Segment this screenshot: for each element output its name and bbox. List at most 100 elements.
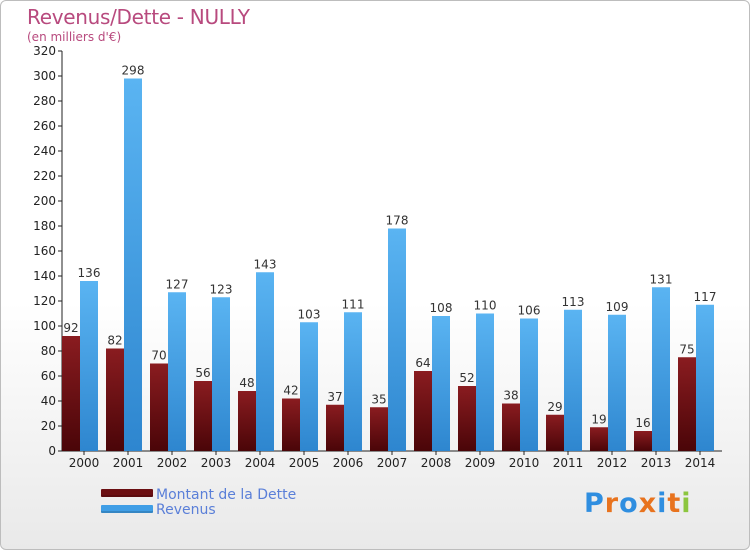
data-label-revenus: 110 — [474, 299, 497, 313]
bar-dette — [370, 407, 388, 451]
y-tick-label: 100 — [33, 319, 56, 333]
data-label-dette: 70 — [151, 349, 166, 363]
y-tick-label: 240 — [33, 144, 56, 158]
bar-dette — [282, 398, 300, 451]
proxiti-logo: Proxiti — [584, 488, 692, 519]
y-tick-label: 200 — [33, 194, 56, 208]
legend-swatch-dette — [101, 489, 153, 497]
y-tick-label: 260 — [33, 119, 56, 133]
bar-revenus — [124, 78, 142, 451]
chart-subtitle: (en milliers d'€) — [27, 30, 122, 44]
x-tick-label: 2011 — [553, 456, 584, 470]
data-label-dette: 37 — [327, 390, 342, 404]
y-tick-label: 120 — [33, 294, 56, 308]
x-tick-label: 2014 — [685, 456, 716, 470]
bar-revenus — [432, 316, 450, 451]
bar-dette — [678, 357, 696, 451]
data-label-revenus: 103 — [298, 307, 321, 321]
bar-dette — [62, 336, 80, 451]
x-tick-label: 2012 — [597, 456, 628, 470]
x-tick-label: 2005 — [289, 456, 320, 470]
bar-revenus — [256, 272, 274, 451]
bar-revenus — [168, 292, 186, 451]
bar-revenus — [212, 297, 230, 451]
x-tick-label: 2001 — [113, 456, 144, 470]
bar-dette — [590, 427, 608, 451]
data-label-revenus: 108 — [430, 301, 453, 315]
data-label-dette: 19 — [591, 412, 606, 426]
y-tick-label: 220 — [33, 169, 56, 183]
bar-dette — [106, 348, 124, 451]
data-label-revenus: 109 — [606, 300, 629, 314]
y-tick-label: 0 — [48, 444, 56, 458]
bar-revenus — [696, 304, 714, 451]
legend-label-dette: Montant de la Dette — [156, 487, 297, 503]
bar-dette — [634, 431, 652, 451]
data-label-dette: 56 — [195, 366, 210, 380]
x-tick-label: 2004 — [245, 456, 276, 470]
data-label-dette: 29 — [547, 400, 562, 414]
data-label-revenus: 106 — [518, 304, 541, 318]
bar-dette — [546, 414, 564, 451]
y-tick-label: 140 — [33, 269, 56, 283]
bar-revenus — [388, 228, 406, 451]
bar-revenus — [344, 312, 362, 451]
x-tick-label: 2003 — [201, 456, 232, 470]
x-tick-label: 2010 — [509, 456, 540, 470]
bar-dette — [326, 404, 344, 451]
x-tick-label: 2013 — [641, 456, 672, 470]
data-label-dette: 35 — [371, 392, 386, 406]
bar-dette — [414, 371, 432, 451]
bar-revenus — [520, 318, 538, 451]
chart-title: Revenus/Dette - NULLY — [27, 5, 250, 29]
y-tick-label: 160 — [33, 244, 56, 258]
x-tick-label: 2002 — [157, 456, 188, 470]
legend-swatch-revenus — [101, 505, 153, 513]
bar-revenus — [300, 322, 318, 451]
data-label-revenus: 136 — [78, 266, 101, 280]
y-tick-label: 40 — [41, 394, 56, 408]
x-tick-label: 2000 — [69, 456, 100, 470]
bar-dette — [502, 403, 520, 451]
data-label-revenus: 111 — [342, 297, 365, 311]
x-tick-label: 2006 — [333, 456, 364, 470]
x-tick-label: 2007 — [377, 456, 408, 470]
data-label-dette: 48 — [239, 376, 254, 390]
data-label-revenus: 143 — [254, 257, 277, 271]
y-tick-label: 300 — [33, 69, 56, 83]
data-label-revenus: 178 — [386, 214, 409, 228]
data-label-revenus: 123 — [210, 282, 233, 296]
y-tick-label: 280 — [33, 94, 56, 108]
data-label-dette: 82 — [107, 334, 122, 348]
legend-label-revenus: Revenus — [156, 502, 216, 518]
y-tick-label: 180 — [33, 219, 56, 233]
data-label-dette: 92 — [63, 321, 78, 335]
data-label-dette: 38 — [503, 389, 518, 403]
bar-revenus — [476, 313, 494, 451]
y-tick-label: 80 — [41, 344, 56, 358]
data-label-revenus: 127 — [166, 277, 189, 291]
x-tick-label: 2009 — [465, 456, 496, 470]
bar-dette — [194, 381, 212, 451]
bar-revenus — [564, 309, 582, 451]
data-label-revenus: 113 — [562, 295, 585, 309]
bar-revenus — [652, 287, 670, 451]
data-label-dette: 64 — [415, 356, 430, 370]
bar-revenus — [608, 314, 626, 451]
data-label-dette: 16 — [635, 416, 650, 430]
data-label-dette: 75 — [679, 342, 694, 356]
data-label-revenus: 131 — [650, 272, 673, 286]
bar-dette — [150, 363, 168, 451]
y-tick-label: 60 — [41, 369, 56, 383]
bar-revenus — [80, 281, 98, 451]
y-tick-label: 20 — [41, 419, 56, 433]
data-label-revenus: 117 — [694, 290, 717, 304]
y-tick-label: 320 — [33, 44, 56, 58]
bar-dette — [458, 386, 476, 451]
data-label-dette: 42 — [283, 384, 298, 398]
data-label-dette: 52 — [459, 371, 474, 385]
bar-dette — [238, 391, 256, 451]
data-label-revenus: 298 — [122, 64, 145, 78]
